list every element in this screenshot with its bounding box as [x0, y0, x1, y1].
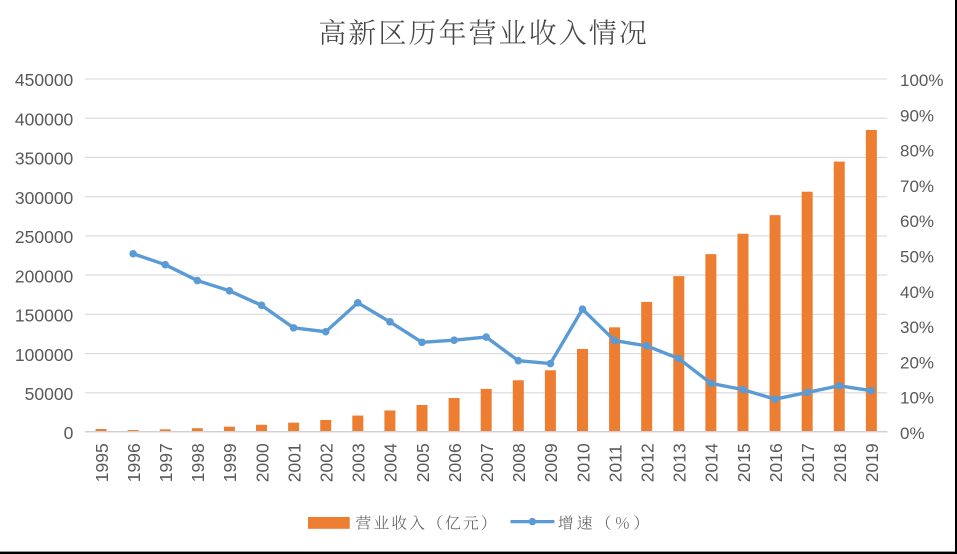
- svg-text:150000: 150000: [15, 306, 74, 326]
- svg-text:2003: 2003: [349, 443, 369, 482]
- svg-text:2018: 2018: [830, 443, 850, 482]
- svg-text:1998: 1998: [188, 443, 208, 482]
- svg-text:300000: 300000: [15, 188, 74, 208]
- svg-text:0%: 0%: [900, 424, 925, 443]
- svg-text:1997: 1997: [156, 443, 176, 482]
- svg-text:1996: 1996: [124, 443, 144, 482]
- svg-text:2005: 2005: [413, 443, 433, 482]
- svg-text:0: 0: [64, 423, 74, 443]
- svg-text:2013: 2013: [670, 443, 690, 482]
- svg-text:2017: 2017: [798, 443, 818, 482]
- svg-text:30%: 30%: [900, 318, 934, 337]
- svg-text:450000: 450000: [15, 70, 74, 90]
- svg-text:40%: 40%: [900, 283, 934, 302]
- svg-text:100000: 100000: [15, 345, 74, 365]
- svg-text:2004: 2004: [381, 443, 401, 482]
- svg-text:2015: 2015: [734, 443, 754, 482]
- svg-text:70%: 70%: [900, 177, 934, 196]
- svg-text:80%: 80%: [900, 142, 934, 161]
- svg-text:100%: 100%: [900, 71, 943, 90]
- svg-text:2000: 2000: [252, 443, 272, 482]
- svg-text:2002: 2002: [317, 443, 337, 482]
- svg-text:50000: 50000: [25, 384, 74, 404]
- svg-text:350000: 350000: [15, 149, 74, 169]
- svg-text:2010: 2010: [573, 443, 593, 482]
- svg-text:2011: 2011: [605, 445, 625, 483]
- svg-text:90%: 90%: [900, 106, 934, 125]
- svg-text:1995: 1995: [92, 443, 112, 482]
- svg-text:2016: 2016: [766, 443, 786, 482]
- svg-text:250000: 250000: [15, 227, 74, 247]
- svg-text:2001: 2001: [284, 443, 304, 482]
- svg-text:1999: 1999: [220, 443, 240, 482]
- svg-text:2012: 2012: [637, 443, 657, 482]
- svg-text:2006: 2006: [445, 443, 465, 482]
- svg-text:60%: 60%: [900, 212, 934, 231]
- svg-text:2009: 2009: [541, 443, 561, 482]
- svg-text:2014: 2014: [702, 443, 722, 482]
- svg-text:200000: 200000: [15, 266, 74, 286]
- svg-text:2008: 2008: [509, 443, 529, 482]
- svg-text:10%: 10%: [900, 389, 934, 408]
- svg-text:400000: 400000: [15, 109, 74, 129]
- svg-text:2007: 2007: [477, 443, 497, 482]
- svg-text:2019: 2019: [862, 443, 882, 482]
- svg-text:20%: 20%: [900, 353, 934, 372]
- svg-text:50%: 50%: [900, 248, 934, 267]
